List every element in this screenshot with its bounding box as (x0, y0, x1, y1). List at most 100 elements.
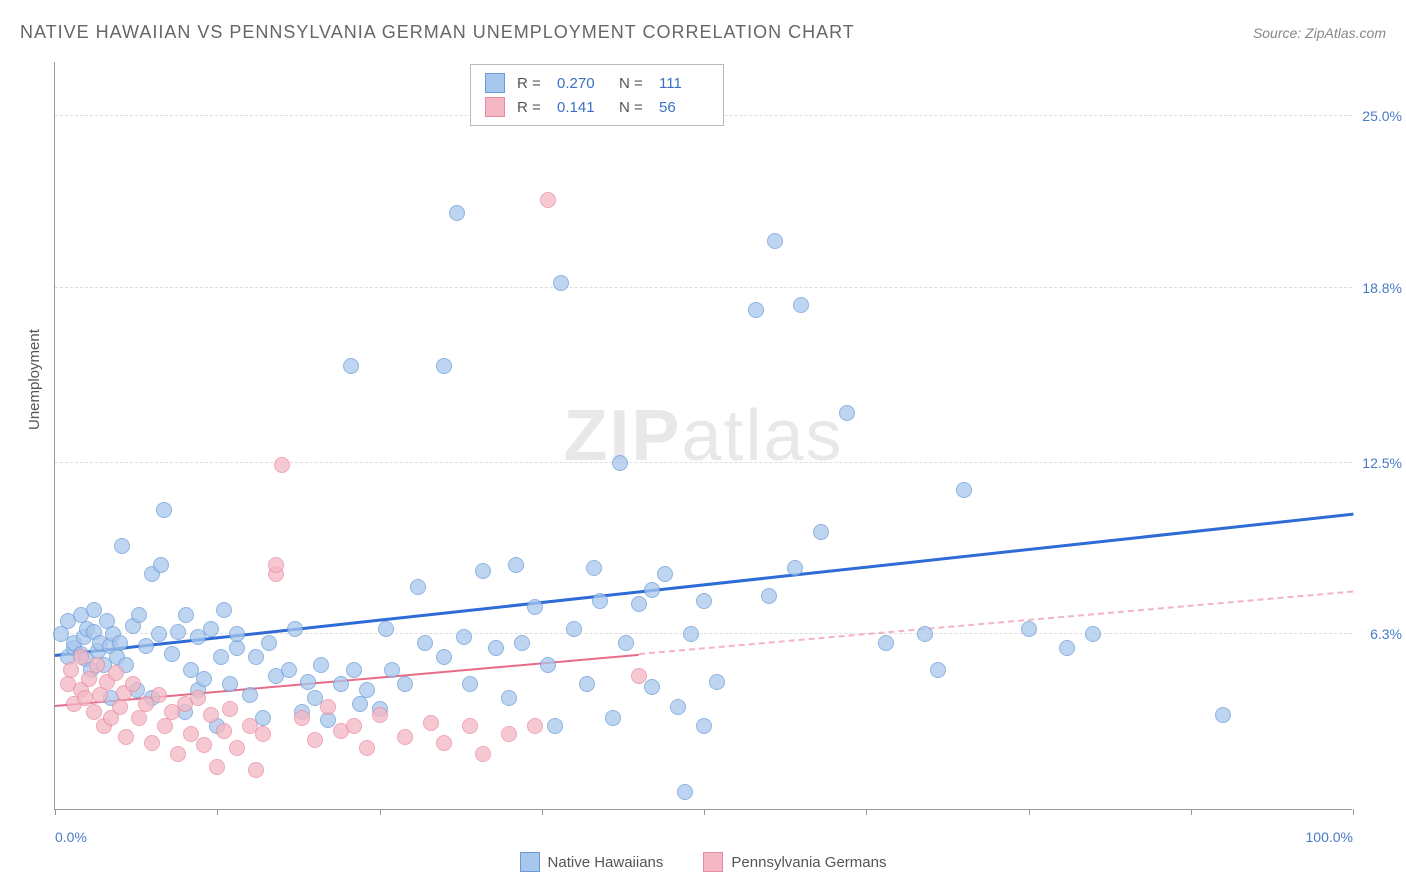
data-point (359, 682, 375, 698)
data-point (397, 676, 413, 692)
data-point (151, 626, 167, 642)
data-point (287, 621, 303, 637)
data-point (144, 735, 160, 751)
y-tick-label: 6.3% (1370, 626, 1402, 642)
data-point (475, 746, 491, 762)
data-point (527, 599, 543, 615)
data-point (696, 718, 712, 734)
data-point (372, 707, 388, 723)
data-point (1059, 640, 1075, 656)
data-point (112, 699, 128, 715)
data-point (488, 640, 504, 656)
data-point (384, 662, 400, 678)
data-point (540, 657, 556, 673)
data-point (216, 723, 232, 739)
swatch-hawaiians (485, 73, 505, 93)
data-point (248, 649, 264, 665)
legend-item-germans: Pennsylvania Germans (703, 852, 886, 872)
legend-label-hawaiians: Native Hawaiians (548, 854, 664, 871)
data-point (677, 784, 693, 800)
data-point (612, 455, 628, 471)
x-tick (542, 809, 543, 815)
data-point (229, 740, 245, 756)
data-point (462, 718, 478, 734)
x-tick (1353, 809, 1354, 815)
data-point (92, 687, 108, 703)
data-point (436, 358, 452, 374)
x-tick (1191, 809, 1192, 815)
data-point (508, 557, 524, 573)
y-tick-label: 12.5% (1362, 455, 1402, 471)
data-point (222, 701, 238, 717)
data-point (86, 704, 102, 720)
data-point (813, 524, 829, 540)
data-point (514, 635, 530, 651)
data-point (156, 502, 172, 518)
trend-line (55, 513, 1353, 657)
grid-line (55, 287, 1352, 288)
data-point (114, 538, 130, 554)
data-point (164, 646, 180, 662)
x-tick (380, 809, 381, 815)
data-point (313, 657, 329, 673)
x-tick (866, 809, 867, 815)
stat-r-label: R = (517, 75, 545, 92)
data-point (203, 707, 219, 723)
data-point (540, 192, 556, 208)
source-label: Source: ZipAtlas.com (1253, 25, 1386, 41)
data-point (346, 662, 362, 678)
data-point (501, 690, 517, 706)
chart-title: NATIVE HAWAIIAN VS PENNSYLVANIA GERMAN U… (20, 22, 855, 43)
scatter-plot: ZIPatlas 6.3%12.5%18.8%25.0%0.0%100.0% (54, 62, 1352, 810)
data-point (793, 297, 809, 313)
data-point (209, 759, 225, 775)
data-point (605, 710, 621, 726)
data-point (131, 710, 147, 726)
data-point (566, 621, 582, 637)
data-point (112, 635, 128, 651)
data-point (456, 629, 472, 645)
stats-row-germans: R = 0.141 N = 56 (485, 95, 709, 119)
data-point (423, 715, 439, 731)
stat-n-value-germans: 56 (659, 99, 709, 116)
data-point (294, 710, 310, 726)
data-point (352, 696, 368, 712)
watermark: ZIPatlas (563, 395, 843, 477)
data-point (333, 676, 349, 692)
data-point (170, 746, 186, 762)
data-point (436, 735, 452, 751)
data-point (644, 582, 660, 598)
stat-r-value-germans: 0.141 (557, 99, 607, 116)
data-point (138, 638, 154, 654)
data-point (1021, 621, 1037, 637)
stats-row-hawaiians: R = 0.270 N = 111 (485, 71, 709, 95)
stat-n-label: N = (619, 75, 647, 92)
data-point (274, 457, 290, 473)
y-axis-label: Unemployment (26, 329, 43, 430)
data-point (592, 593, 608, 609)
x-tick (55, 809, 56, 815)
data-point (196, 737, 212, 753)
trend-line (639, 591, 1353, 655)
stat-n-label: N = (619, 99, 647, 116)
data-point (261, 635, 277, 651)
legend-label-germans: Pennsylvania Germans (731, 854, 886, 871)
data-point (579, 676, 595, 692)
data-point (930, 662, 946, 678)
x-tick (217, 809, 218, 815)
data-point (216, 602, 232, 618)
data-point (767, 233, 783, 249)
data-point (157, 718, 173, 734)
data-point (586, 560, 602, 576)
data-point (839, 405, 855, 421)
x-tick (1029, 809, 1030, 815)
stat-r-label: R = (517, 99, 545, 116)
data-point (255, 726, 271, 742)
data-point (170, 624, 186, 640)
data-point (410, 579, 426, 595)
data-point (917, 626, 933, 642)
data-point (670, 699, 686, 715)
data-point (748, 302, 764, 318)
data-point (213, 649, 229, 665)
data-point (108, 665, 124, 681)
